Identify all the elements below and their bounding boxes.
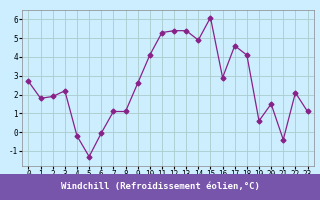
Text: Windchill (Refroidissement éolien,°C): Windchill (Refroidissement éolien,°C) [60,182,260,192]
